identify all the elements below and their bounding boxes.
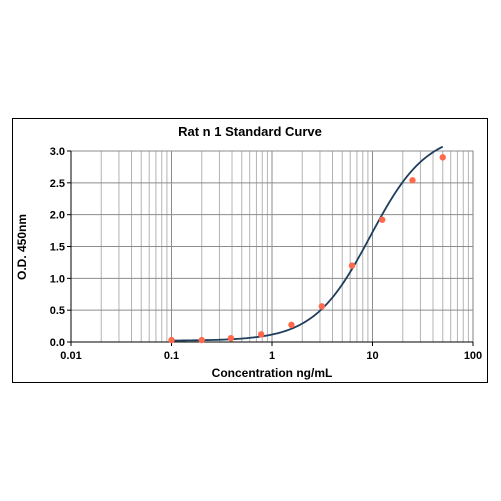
data-point [348, 262, 356, 269]
data-point [227, 334, 235, 342]
data-point [288, 321, 295, 329]
data-point [198, 336, 205, 344]
y-tick-label: 0.0 [50, 337, 65, 349]
x-tick-label: 100 [464, 350, 482, 362]
chart-svg: Rat n 1 Standard Curve 0.01 0.1 1 10 1000.00… [15, 124, 482, 380]
data-point [257, 331, 265, 338]
y-tick-label: 2.5 [50, 178, 65, 190]
tick-labels: 0.01 0.1 1 10 100 0.0 0.5 1.0 1.5 2.0 2.5 3.0 [50, 146, 482, 362]
x-tick-label: 0.1 [164, 350, 179, 362]
data-point [439, 154, 446, 161]
data-point [168, 336, 175, 344]
fit-curve-layer [171, 145, 444, 342]
data-point [379, 216, 386, 223]
y-tick-label: 0.5 [50, 305, 65, 317]
x-axis-title: Concentration ng/mL [212, 366, 333, 380]
x-tick-label: 0.01 [60, 350, 81, 362]
chart-title: Rat n 1 Standard Curve [178, 124, 322, 139]
y-tick-label: 2.0 [50, 210, 65, 222]
standard-curve-fit-line [171, 145, 444, 342]
data-point [409, 177, 416, 184]
y-axis-title: O.D. 450nm [15, 214, 29, 280]
y-tick-label: 3.0 [50, 146, 65, 158]
y-tick-label: 1.0 [50, 273, 65, 285]
x-tick-label: 1 [269, 350, 275, 362]
x-tick-label: 10 [366, 350, 378, 362]
chart-frame: Rat n 1 Standard Curve 0.01 0.1 1 10 100 0.0 0… [12, 118, 488, 383]
data-point [318, 303, 326, 310]
data-points [168, 154, 446, 344]
y-tick-label: 1.5 [50, 242, 65, 254]
